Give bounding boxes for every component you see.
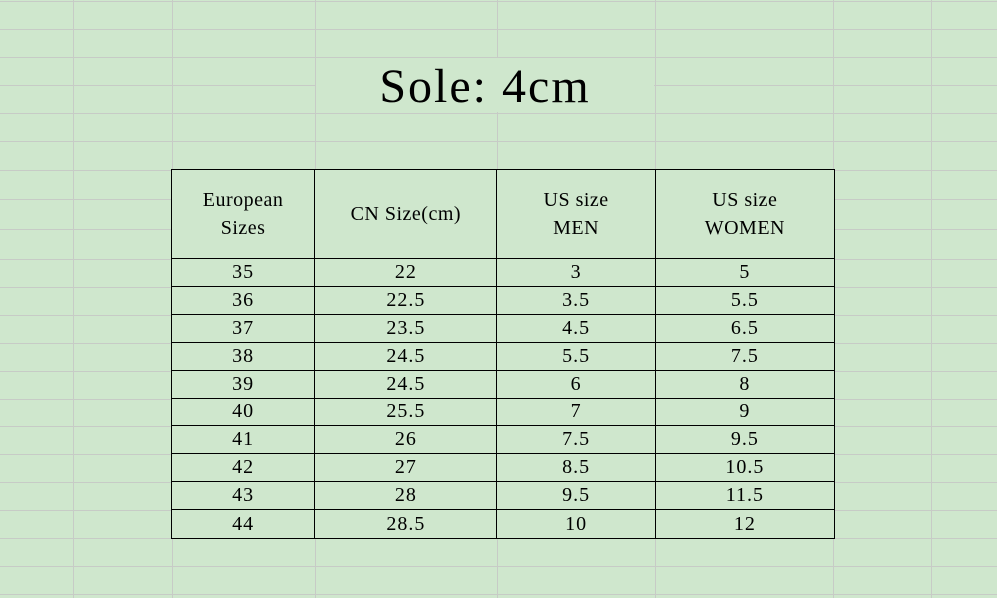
size-cell: 8.5 (497, 454, 656, 483)
size-cell: 44 (172, 510, 316, 538)
size-cell: 3 (497, 259, 656, 287)
size-chart-table: European Sizes CN Size(cm) US size MEN US s… (171, 169, 835, 539)
page-title: Sole: 4cm (379, 60, 591, 113)
size-cell: 22 (315, 259, 498, 287)
size-cell: 42 (172, 454, 316, 483)
size-cell: 9.5 (497, 482, 656, 511)
gridline (0, 57, 997, 58)
column-header: CN Size(cm) (315, 170, 498, 259)
size-cell: 24.5 (315, 342, 498, 371)
size-cell: 9.5 (655, 426, 834, 455)
size-cell: 28 (315, 482, 498, 511)
size-cell: 24.5 (315, 370, 498, 399)
gridline (0, 594, 997, 595)
size-cell: 35 (172, 259, 316, 287)
size-cell: 7.5 (497, 426, 656, 455)
size-cell: 41 (172, 426, 316, 455)
size-cell: 36 (172, 286, 316, 315)
size-cell: 39 (172, 370, 316, 399)
size-cell: 7 (497, 398, 656, 427)
size-cell: 4.5 (497, 314, 656, 343)
column-header: US size WOMEN (655, 170, 834, 259)
gridline (0, 1, 997, 2)
size-cell: 7.5 (655, 343, 834, 371)
gridline (0, 113, 997, 114)
size-cell: 43 (172, 482, 316, 511)
size-cell: 11.5 (655, 482, 834, 511)
size-cell: 3.5 (497, 286, 656, 315)
size-cell: 27 (315, 454, 498, 483)
size-cell: 10.5 (655, 454, 834, 483)
size-cell: 9 (655, 399, 834, 427)
column-header: European Sizes (172, 170, 316, 259)
size-cell: 6.5 (655, 315, 834, 343)
gridline (0, 29, 997, 30)
gridline (73, 0, 74, 598)
size-cell: 6 (497, 370, 656, 399)
size-cell: 28.5 (315, 510, 498, 538)
size-cell: 25.5 (315, 398, 498, 427)
size-cell: 37 (172, 314, 316, 343)
column-header: US size MEN (497, 170, 656, 259)
size-cell: 22.5 (315, 286, 498, 315)
size-cell: 40 (172, 398, 316, 427)
size-cell: 26 (315, 426, 498, 455)
size-cell: 10 (497, 510, 656, 538)
gridline (931, 0, 932, 598)
size-cell: 8 (655, 371, 834, 399)
size-cell: 5.5 (655, 287, 834, 315)
size-cell: 23.5 (315, 314, 498, 343)
size-cell: 12 (733, 512, 756, 535)
gridline (0, 566, 997, 567)
size-cell: 5.5 (497, 342, 656, 371)
gridline (0, 141, 997, 142)
title-merged-cell: Sole: 4cm (316, 58, 654, 112)
size-cell: 5 (655, 259, 834, 287)
size-cell: 38 (172, 342, 316, 371)
